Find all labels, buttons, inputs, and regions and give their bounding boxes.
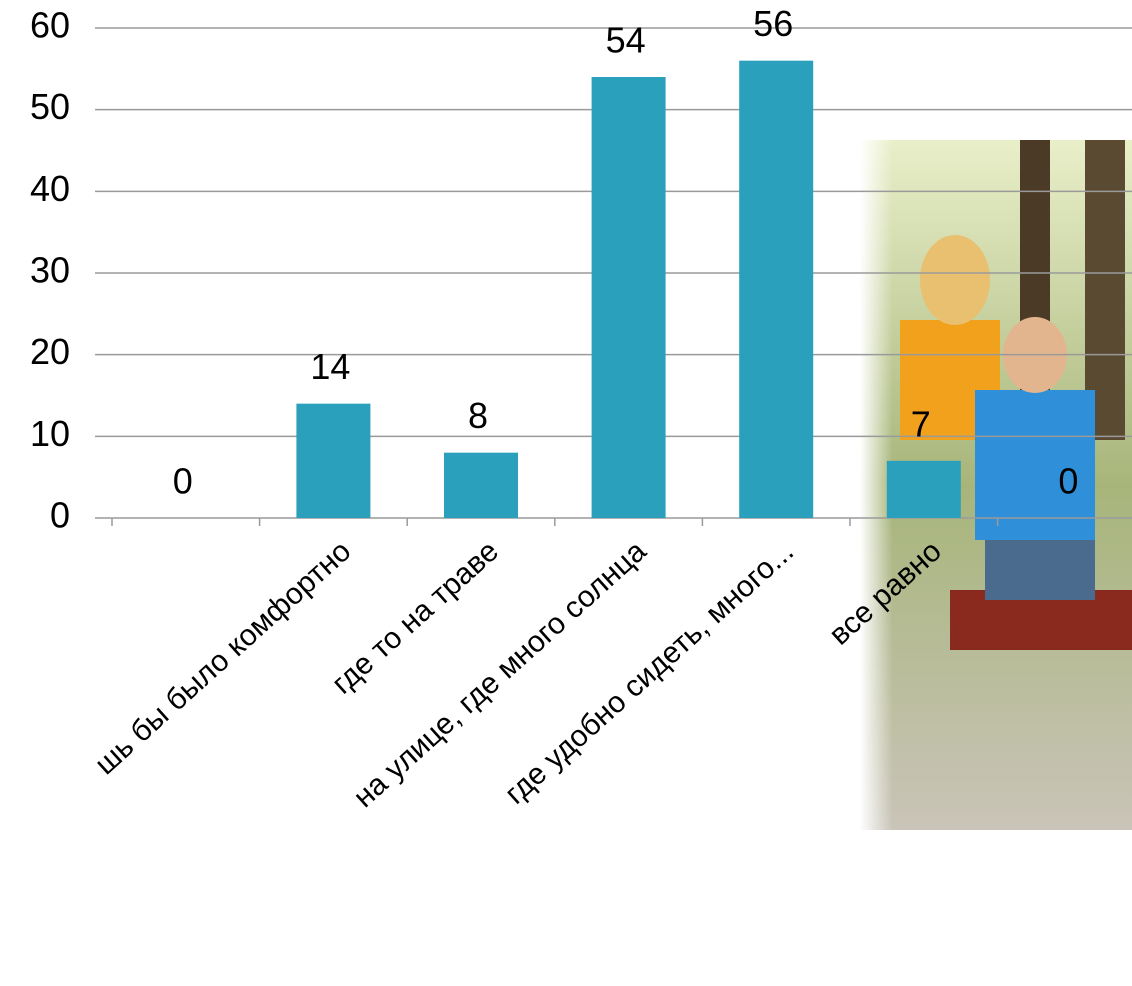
value-label: 0 bbox=[173, 461, 193, 502]
bar bbox=[886, 460, 961, 518]
x-tick-label: шь бы было комфортно bbox=[89, 535, 358, 782]
y-tick-label: 0 bbox=[50, 495, 70, 536]
value-label: 54 bbox=[606, 20, 646, 61]
bar bbox=[739, 60, 814, 519]
y-tick-label: 50 bbox=[30, 86, 70, 127]
value-label: 8 bbox=[468, 395, 488, 436]
value-label: 7 bbox=[911, 403, 931, 444]
bar bbox=[296, 403, 371, 518]
y-tick-label: 40 bbox=[30, 168, 70, 209]
y-tick-label: 30 bbox=[30, 250, 70, 291]
x-tick-label: на улице, где много солнца bbox=[347, 534, 652, 814]
y-tick-label: 10 bbox=[30, 413, 70, 454]
y-tick-label: 20 bbox=[30, 331, 70, 372]
y-tick-label: 60 bbox=[30, 5, 70, 46]
bar bbox=[444, 452, 518, 518]
x-tick-label: где удобно сидеть, много... bbox=[499, 535, 800, 811]
value-label: 0 bbox=[1058, 461, 1078, 502]
bar bbox=[591, 77, 666, 518]
value-label: 56 bbox=[753, 3, 793, 44]
value-label: 14 bbox=[310, 346, 350, 387]
